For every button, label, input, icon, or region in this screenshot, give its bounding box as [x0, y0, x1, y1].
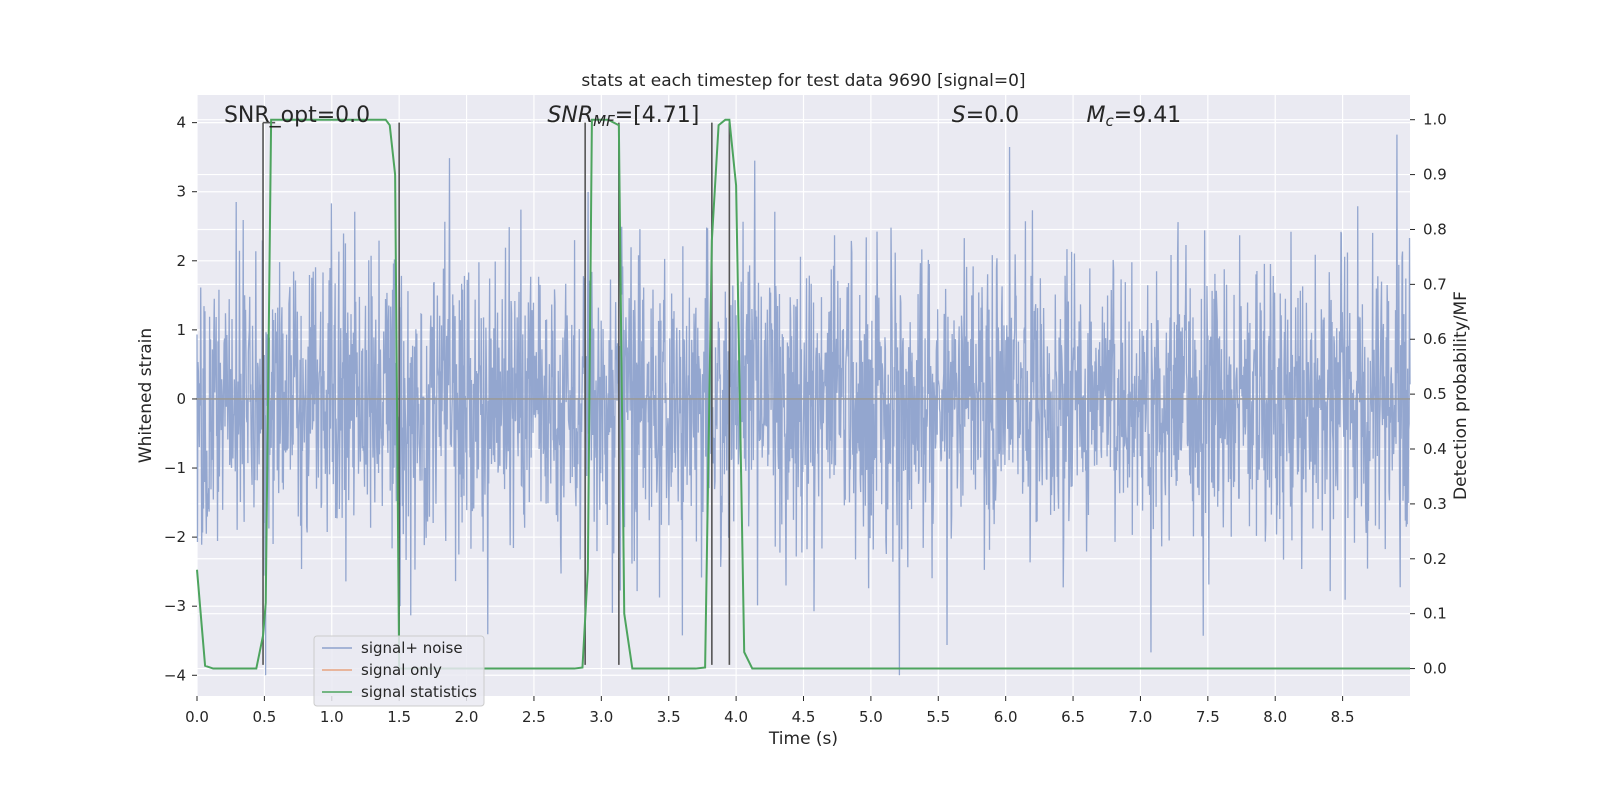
y-tick-label-left: 3	[176, 183, 186, 201]
y-axis-label-left: Whitened strain	[136, 328, 156, 463]
snr-mf-subscript: MF	[593, 112, 615, 130]
y-tick-label-left: 2	[176, 252, 186, 270]
x-tick-label: 0.0	[185, 708, 209, 726]
legend: signal+ noise signal only signal statist…	[313, 635, 485, 707]
x-tick-label: 7.5	[1196, 708, 1220, 726]
mc-subscript: c	[1106, 112, 1115, 130]
y-tick-label-right: 0.5	[1423, 385, 1447, 403]
chart-title: stats at each timestep for test data 969…	[581, 71, 1025, 91]
y-tick-label-left: −2	[164, 528, 186, 546]
x-tick-label: 0.5	[252, 708, 276, 726]
y-tick-label-left: 4	[176, 114, 186, 132]
y-tick-label-left: 0	[176, 390, 186, 408]
x-tick-label: 3.5	[657, 708, 681, 726]
y-tick-label-right: 0.8	[1423, 220, 1447, 238]
legend-label-signal-statistics: signal statistics	[361, 683, 477, 701]
snr-mf-prefix: SNR	[547, 103, 593, 128]
mc-value: =9.41	[1114, 103, 1181, 128]
y-tick-label-right: 0.4	[1423, 440, 1447, 458]
mc-annotation: Mc=9.41	[1087, 103, 1182, 130]
x-tick-label: 4.5	[792, 708, 816, 726]
y-tick-label-right: 0.7	[1423, 275, 1447, 293]
x-tick-label: 4.0	[724, 708, 748, 726]
s-annotation: S=0.0	[952, 103, 1019, 128]
s-symbol: S	[952, 103, 966, 128]
x-tick-label: 1.5	[387, 708, 411, 726]
y-tick-label-right: 0.0	[1423, 660, 1447, 678]
legend-label-signal-noise: signal+ noise	[361, 639, 463, 657]
x-tick-label: 8.5	[1331, 708, 1355, 726]
legend-label-signal-only: signal only	[361, 661, 442, 679]
x-tick-label: 1.0	[320, 708, 344, 726]
y-tick-label-right: 0.3	[1423, 495, 1447, 513]
x-tick-label: 7.0	[1129, 708, 1153, 726]
y-tick-label-right: 0.9	[1423, 166, 1447, 184]
x-axis-label: Time (s)	[768, 729, 838, 749]
x-tick-label: 2.5	[522, 708, 546, 726]
x-tick-label: 3.0	[589, 708, 613, 726]
legend-box	[313, 635, 485, 707]
y-tick-label-right: 0.2	[1423, 550, 1447, 568]
y-axis-label-right: Detection probability/MF	[1451, 291, 1471, 500]
x-tick-label: 6.5	[1061, 708, 1085, 726]
x-tick-label: 5.0	[859, 708, 883, 726]
y-tick-label-right: 0.6	[1423, 330, 1447, 348]
y-tick-label-left: 1	[176, 321, 186, 339]
y-tick-label-left: −1	[164, 459, 186, 477]
s-value: =0.0	[966, 103, 1019, 128]
x-tick-label: 5.5	[926, 708, 950, 726]
ticks: 0.0 0.5 1.0 1.5 2.0 2.5 3.0 3.5 4.0 4.5 5.0 5.5 6.0 6…	[164, 111, 1447, 726]
x-tick-label: 6.0	[994, 708, 1018, 726]
snr-mf-annotation: SNRMF=[4.71]	[547, 103, 699, 130]
y-tick-label-left: −3	[164, 597, 186, 615]
snr-mf-value: =[4.71]	[615, 103, 700, 128]
mc-symbol: M	[1087, 103, 1106, 128]
snr-opt-annotation: SNR_opt=0.0	[224, 103, 370, 128]
statistics-series	[196, 118, 1410, 670]
x-tick-label: 2.0	[455, 708, 479, 726]
y-tick-label-right: 0.1	[1423, 605, 1447, 623]
y-tick-label-right: 1.0	[1423, 111, 1447, 129]
y-tick-label-left: −4	[164, 666, 186, 684]
x-tick-label: 8.0	[1263, 708, 1287, 726]
signal-statistics-line	[196, 118, 1410, 670]
